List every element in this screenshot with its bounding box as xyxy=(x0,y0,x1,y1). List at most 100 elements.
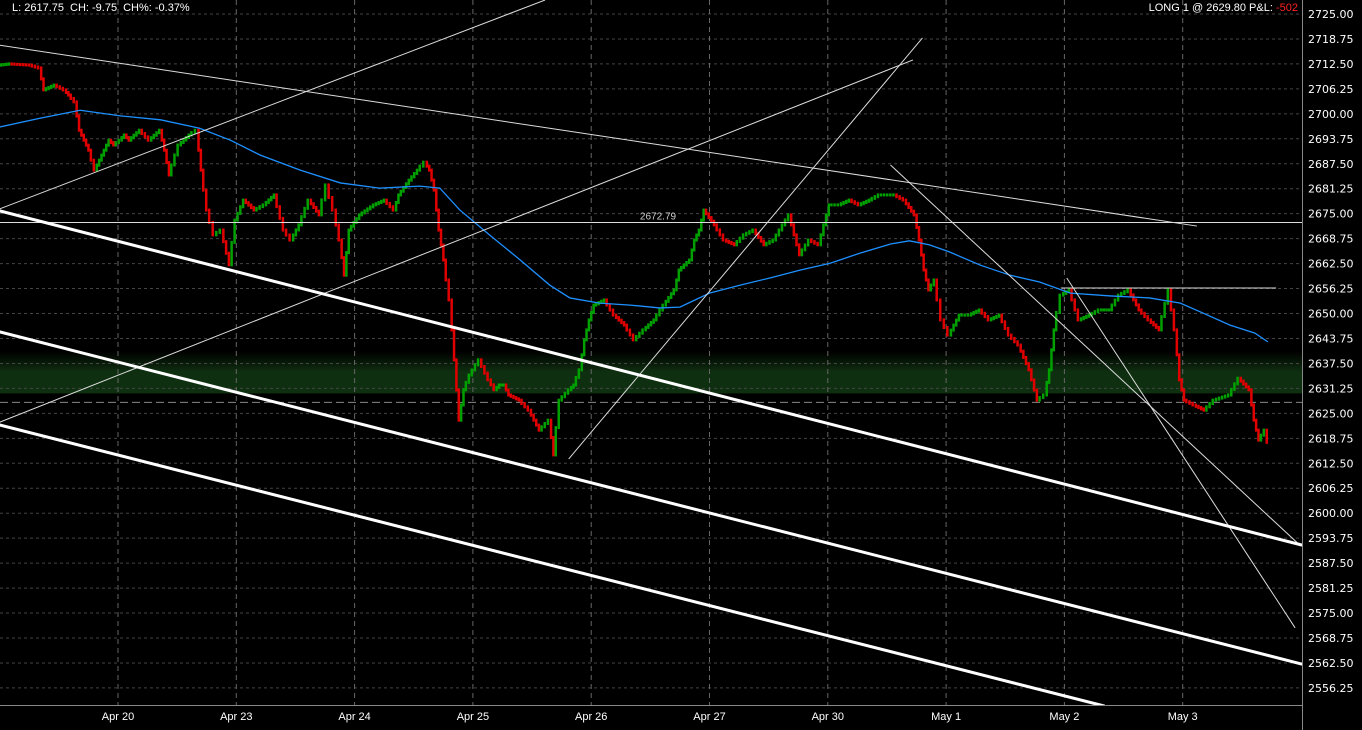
price-bar xyxy=(792,223,796,237)
price-bar xyxy=(270,195,273,202)
price-bar xyxy=(504,383,508,392)
price-bar xyxy=(907,202,910,209)
price-bar xyxy=(437,208,440,232)
price-bar xyxy=(535,418,538,427)
price-bar xyxy=(690,248,694,262)
price-bar xyxy=(649,320,653,327)
price-bar xyxy=(457,388,461,422)
price-bar xyxy=(751,228,754,234)
price-bar xyxy=(410,175,413,182)
price-bar xyxy=(170,163,173,177)
trendline xyxy=(890,164,1301,546)
price-change: CH: -9.75 xyxy=(70,2,118,14)
price-bar xyxy=(430,168,433,182)
price-bar xyxy=(833,203,836,207)
price-bar xyxy=(1116,293,1120,302)
price-bar xyxy=(532,413,535,422)
price-bar xyxy=(957,313,961,322)
price-bar xyxy=(744,231,748,237)
price-bar xyxy=(1099,308,1103,312)
trendline xyxy=(0,0,546,210)
price-bar xyxy=(700,218,703,232)
price-bar xyxy=(806,238,810,247)
price-bar xyxy=(1070,288,1073,302)
price-bar xyxy=(932,278,935,287)
price-bar xyxy=(140,128,143,136)
price-bar xyxy=(247,201,250,207)
price-bar xyxy=(109,138,113,145)
price-bar xyxy=(1202,407,1206,412)
price-bar xyxy=(1160,315,1163,332)
price-bar xyxy=(582,338,586,357)
price-bar xyxy=(500,383,503,387)
price-bar xyxy=(1194,403,1198,408)
price-bar xyxy=(224,240,228,255)
price-bar xyxy=(847,198,851,203)
price-bar xyxy=(669,292,673,300)
y-tick-label: 2637.50 xyxy=(1308,357,1354,370)
y-tick-label: 2606.25 xyxy=(1308,482,1354,495)
price-bar xyxy=(255,206,258,212)
price-bar xyxy=(388,201,392,209)
price-bar xyxy=(497,383,501,389)
price-bar xyxy=(1041,393,1045,400)
price-bar xyxy=(2,63,5,67)
price-bar xyxy=(146,135,150,142)
price-bar xyxy=(470,368,474,377)
price-bar xyxy=(107,138,110,147)
price-bar xyxy=(1090,311,1093,317)
position-text: LONG 1 @ 2629.80 P&L: xyxy=(1148,2,1273,14)
price-bar xyxy=(628,328,632,337)
price-bar xyxy=(594,302,598,307)
price-bar xyxy=(300,215,303,227)
price-bar xyxy=(554,426,558,457)
price-bar xyxy=(122,133,126,140)
price-bar xyxy=(929,283,933,292)
price-bar xyxy=(1140,308,1143,315)
price-bar xyxy=(1185,398,1188,404)
price-bar xyxy=(546,418,550,425)
price-bar xyxy=(18,62,22,67)
price-bar xyxy=(946,325,949,337)
price-bar xyxy=(836,203,839,207)
price-bar xyxy=(647,323,650,329)
price-bar xyxy=(132,133,135,140)
y-tick-label: 2700.00 xyxy=(1308,108,1354,121)
price-bar xyxy=(1019,343,1022,353)
price-bar xyxy=(294,228,298,237)
price-bar xyxy=(898,195,901,200)
price-bar xyxy=(0,63,3,67)
price-bar xyxy=(748,230,751,235)
price-bar xyxy=(281,216,285,232)
price-bar xyxy=(450,298,453,332)
price-bar xyxy=(33,64,37,69)
price-bar xyxy=(1163,301,1166,319)
price-bar xyxy=(569,385,573,392)
y-tick-label: 2612.50 xyxy=(1308,457,1354,470)
price-bar xyxy=(309,198,313,206)
x-tick-label: May 2 xyxy=(1049,711,1079,723)
price-bar xyxy=(201,168,205,192)
price-bar xyxy=(989,317,993,322)
price-bar xyxy=(380,199,383,204)
price-bar xyxy=(1073,298,1076,312)
y-tick-label: 2625.00 xyxy=(1308,407,1354,420)
price-bar xyxy=(1175,328,1179,357)
price-bar xyxy=(1220,395,1224,400)
price-bar xyxy=(1250,388,1253,407)
price-bar xyxy=(215,230,218,237)
price-bar xyxy=(473,363,477,372)
price-bar xyxy=(402,186,405,193)
price-bar xyxy=(204,188,208,212)
price-bar xyxy=(1205,405,1208,412)
y-tick-label: 2643.75 xyxy=(1308,332,1354,345)
price-bar xyxy=(631,333,635,342)
price-bar xyxy=(813,240,816,245)
price-bar xyxy=(1143,311,1146,319)
price-bar xyxy=(323,183,327,202)
price-bar xyxy=(377,200,380,206)
price-bar xyxy=(261,203,265,209)
price-bar xyxy=(1107,308,1111,312)
price-bar xyxy=(334,208,337,227)
